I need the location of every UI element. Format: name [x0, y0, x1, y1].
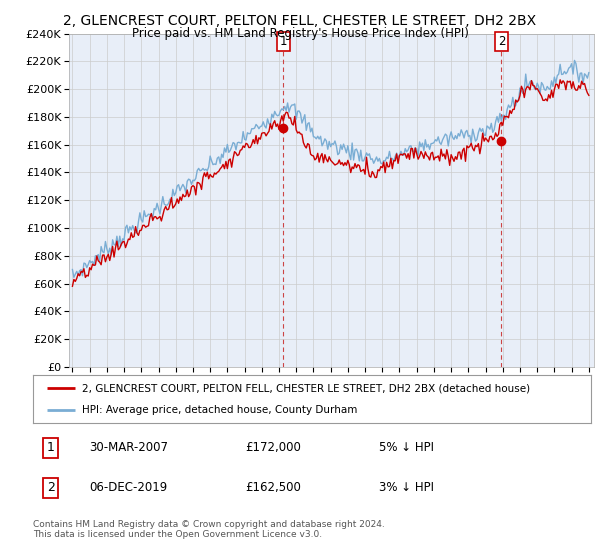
Text: 5% ↓ HPI: 5% ↓ HPI — [379, 441, 434, 454]
Text: £172,000: £172,000 — [245, 441, 301, 454]
Text: 1: 1 — [47, 441, 55, 454]
Text: Price paid vs. HM Land Registry's House Price Index (HPI): Price paid vs. HM Land Registry's House … — [131, 27, 469, 40]
Text: 2: 2 — [47, 481, 55, 494]
Text: £162,500: £162,500 — [245, 481, 301, 494]
Text: 2, GLENCREST COURT, PELTON FELL, CHESTER LE STREET, DH2 2BX (detached house): 2, GLENCREST COURT, PELTON FELL, CHESTER… — [82, 383, 530, 393]
Text: 2, GLENCREST COURT, PELTON FELL, CHESTER LE STREET, DH2 2BX: 2, GLENCREST COURT, PELTON FELL, CHESTER… — [64, 14, 536, 28]
Text: 30-MAR-2007: 30-MAR-2007 — [89, 441, 168, 454]
Text: 1: 1 — [280, 35, 287, 48]
Text: 2: 2 — [497, 35, 505, 48]
Text: Contains HM Land Registry data © Crown copyright and database right 2024.
This d: Contains HM Land Registry data © Crown c… — [33, 520, 385, 539]
Text: HPI: Average price, detached house, County Durham: HPI: Average price, detached house, Coun… — [82, 405, 358, 415]
Text: 3% ↓ HPI: 3% ↓ HPI — [379, 481, 434, 494]
Text: 06-DEC-2019: 06-DEC-2019 — [89, 481, 167, 494]
